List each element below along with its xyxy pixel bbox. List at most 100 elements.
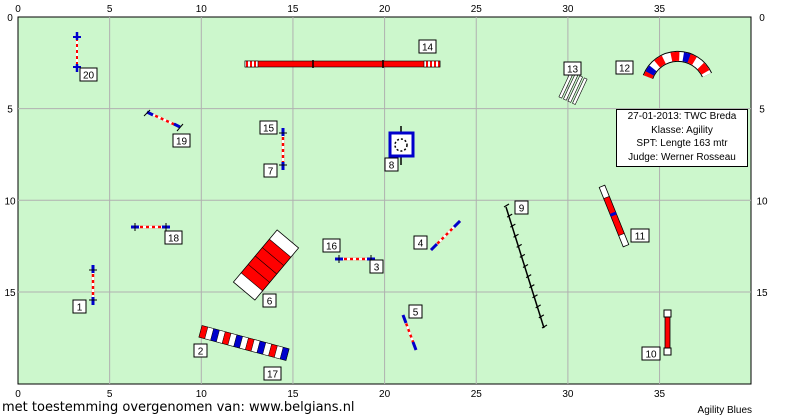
x-tick-label: 5 (107, 389, 113, 400)
info-judge: Judge: Werner Rosseau (628, 151, 736, 163)
obstacle-14-dogwalk (244, 60, 441, 68)
svg-text:18: 18 (168, 234, 180, 245)
x-tick-label: 15 (287, 389, 299, 400)
x-tick-label: 30 (562, 389, 574, 400)
obstacle-18-jump (131, 223, 170, 231)
svg-text:16: 16 (326, 242, 338, 253)
x-tick-label: 10 (196, 389, 208, 400)
weave-pole (522, 263, 529, 269)
label-4: 4 (413, 235, 428, 250)
label-17: 17 (263, 366, 282, 381)
y-tick-label: 10 (756, 196, 768, 207)
weave-pole (513, 233, 519, 238)
svg-text:10: 10 (645, 350, 657, 361)
svg-text:15: 15 (263, 124, 275, 135)
y-tick-label: 5 (7, 105, 13, 116)
x-tick-label: 25 (471, 4, 483, 15)
svg-text:20: 20 (83, 71, 95, 82)
x-tick-label: 0 (15, 4, 21, 15)
obstacle-1-jump (89, 265, 97, 305)
label-2: 2 (193, 343, 208, 358)
svg-text:2: 2 (198, 347, 204, 358)
svg-text:14: 14 (422, 43, 434, 54)
label-11: 11 (630, 228, 650, 243)
weave-pole (532, 294, 538, 299)
x-tick-label: 35 (654, 4, 666, 15)
label-1: 1 (72, 299, 87, 314)
x-tick-label: 15 (287, 4, 299, 15)
weave-pole (516, 243, 522, 248)
y-tick-label: 10 (4, 196, 16, 207)
obstacle-12-tunnel (642, 50, 712, 80)
obstacle-2-17-tunnel (198, 325, 290, 361)
svg-text:8: 8 (389, 161, 395, 172)
label-10: 10 (641, 346, 661, 361)
brand-label: Agility Blues (697, 405, 752, 416)
svg-text:11: 11 (635, 232, 646, 243)
x-tick-label: 35 (654, 389, 666, 400)
weave-pole (541, 324, 548, 329)
label-9: 9 (514, 200, 529, 215)
weave-pole (503, 203, 510, 208)
x-tick-label: 20 (379, 389, 391, 400)
label-6: 6 (262, 293, 277, 308)
x-tick-labels-bottom: 0 5 10 15 20 25 30 35 (15, 389, 665, 400)
x-tick-label: 30 (562, 4, 574, 15)
svg-text:13: 13 (567, 65, 579, 76)
label-20: 20 (79, 67, 98, 82)
obstacle-16-3-jump (335, 255, 375, 263)
label-12: 12 (615, 60, 634, 75)
svg-text:6: 6 (267, 297, 273, 308)
label-15: 15 (259, 120, 278, 135)
obstacle-5-jump (401, 314, 418, 351)
obstacle-11-longjump (598, 184, 630, 248)
label-16: 16 (322, 238, 341, 253)
svg-text:1: 1 (77, 303, 83, 314)
x-tick-label: 20 (379, 4, 391, 15)
weave-pole (506, 213, 513, 218)
label-13: 13 (563, 61, 582, 76)
weave-pole (519, 253, 526, 258)
label-18: 18 (164, 230, 183, 245)
label-5: 5 (408, 304, 423, 319)
weave-pole (529, 284, 535, 289)
weave-pole (535, 304, 541, 309)
svg-text:12: 12 (619, 64, 631, 75)
obstacle-15-7-jump (279, 128, 287, 170)
label-3: 3 (369, 259, 384, 274)
label-7: 7 (263, 163, 278, 178)
x-tick-label: 5 (107, 4, 113, 15)
y-tick-label: 0 (759, 13, 765, 24)
obstacle-19-jump (143, 109, 184, 132)
obstacle-9-weave (503, 203, 548, 329)
x-tick-label: 0 (15, 389, 21, 400)
info-class: Klasse: Agility (651, 124, 713, 136)
obstacle-10-jump (663, 309, 672, 356)
x-tick-label: 10 (196, 4, 208, 15)
svg-text:3: 3 (374, 263, 380, 274)
weave-pole (510, 223, 516, 228)
obstacle-6-table (232, 229, 300, 301)
svg-text:7: 7 (268, 167, 274, 178)
weave-pole (525, 274, 532, 279)
source-caption: met toestemming overgenomen van: www.bel… (2, 400, 355, 415)
x-tick-label: 25 (471, 389, 483, 400)
svg-text:17: 17 (267, 370, 279, 381)
grid-lines (18, 17, 751, 384)
obstacle-20-jump (73, 32, 81, 72)
y-tick-labels-left: 0 5 10 15 (4, 13, 16, 299)
y-tick-labels-right: 0 5 10 15 (756, 13, 768, 299)
y-tick-label: 0 (7, 13, 13, 24)
obstacle-number-labels: 14 20 13 12 19 15 7 8 9 18 16 3 4 11 6 1… (72, 39, 661, 381)
obstacle-8-tyre (388, 126, 415, 165)
label-19: 19 (172, 133, 191, 148)
course-info-box: 27-01-2013: TWC Breda Klasse: Agility SP… (616, 109, 748, 167)
y-tick-label: 15 (756, 288, 768, 299)
y-tick-label: 5 (759, 105, 765, 116)
y-tick-label: 15 (4, 288, 16, 299)
label-8: 8 (384, 157, 399, 172)
svg-text:5: 5 (413, 308, 419, 319)
svg-text:4: 4 (418, 239, 424, 250)
tunnel-segment (279, 347, 290, 361)
